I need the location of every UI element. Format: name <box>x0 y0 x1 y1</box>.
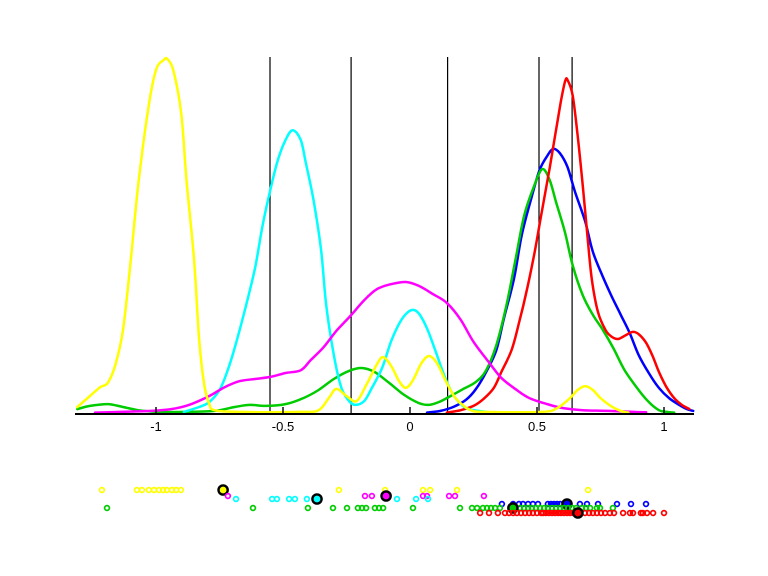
rug-point-magenta-points-7 <box>480 492 488 500</box>
rug-point-red-points-37 <box>643 509 651 517</box>
rug-point-red-points-34 <box>629 509 637 517</box>
kde-curve-yellow-kde <box>76 56 630 414</box>
rug-point-green-points-0 <box>103 504 111 512</box>
x-axis-tick-label-0: -1 <box>150 419 162 434</box>
rug-highlight-cyan-points <box>311 493 323 505</box>
rug-point-yellow-points-6 <box>159 486 167 494</box>
rug-point-green-points-11 <box>409 504 417 512</box>
rug-point-green-points-10 <box>379 504 387 512</box>
rug-point-cyan-points-8 <box>424 495 432 503</box>
rug-point-magenta-points-1 <box>361 492 369 500</box>
kde-curve-cyan-kde <box>182 128 496 414</box>
rug-point-blue-points-16 <box>627 500 635 508</box>
rug-point-red-points-17 <box>551 509 559 517</box>
rug-point-yellow-points-16 <box>584 486 592 494</box>
rug-point-magenta-points-2 <box>368 492 376 500</box>
rug-point-red-points-16 <box>548 509 556 517</box>
rug-point-red-points-31 <box>610 509 618 517</box>
rug-point-green-points-7 <box>362 504 370 512</box>
rug-point-red-points-0 <box>476 509 484 517</box>
rug-point-red-points-14 <box>542 509 550 517</box>
rug-point-red-points-21 <box>563 509 571 517</box>
rug-point-green-points-19 <box>496 504 504 512</box>
rug-point-red-points-1 <box>485 509 493 517</box>
rug-point-red-points-25 <box>585 509 593 517</box>
rug-point-cyan-points-7 <box>412 495 420 503</box>
rug-point-cyan-points-5 <box>303 495 311 503</box>
rug-highlight-magenta-points <box>380 490 392 502</box>
rug-point-green-points-14 <box>473 504 481 512</box>
rug-point-red-points-15 <box>545 509 553 517</box>
rug-point-cyan-points-3 <box>285 495 293 503</box>
rug-point-cyan-points-0 <box>232 495 240 503</box>
rug-point-red-points-2 <box>494 509 502 517</box>
rug-point-green-points-12 <box>456 504 464 512</box>
kde-curve-red-kde <box>445 77 691 414</box>
rug-point-blue-points-15 <box>613 500 621 508</box>
kde-curve-green-kde <box>76 167 676 414</box>
rug-highlight-yellow-points <box>217 484 229 496</box>
rug-point-yellow-points-11 <box>335 486 343 494</box>
kde-curve-magenta-kde <box>93 280 648 414</box>
rug-point-yellow-points-13 <box>419 486 427 494</box>
rug-point-yellow-points-15 <box>453 486 461 494</box>
rug-point-red-points-39 <box>660 509 668 517</box>
x-axis-tick-label-2: 0 <box>406 419 413 434</box>
rug-point-yellow-points-2 <box>138 486 146 494</box>
rug-point-yellow-points-14 <box>426 486 434 494</box>
rug-point-red-points-20 <box>560 509 568 517</box>
rug-highlight-red-points <box>572 507 584 519</box>
rug-point-cyan-points-6 <box>393 495 401 503</box>
rug-point-cyan-points-4 <box>291 495 299 503</box>
x-axis-tick-label-4: 1 <box>660 419 667 434</box>
rug-point-magenta-points-0 <box>224 492 232 500</box>
rug-point-red-points-5 <box>509 509 517 517</box>
rug-point-green-points-4 <box>343 504 351 512</box>
rug-point-cyan-points-2 <box>273 495 281 503</box>
x-axis-tick-label-3: 0.5 <box>528 419 546 434</box>
rug-point-magenta-points-5 <box>445 492 453 500</box>
rug-point-magenta-points-4 <box>423 492 431 500</box>
rug-point-red-points-33 <box>626 509 634 517</box>
rug-point-yellow-points-0 <box>98 486 106 494</box>
rug-point-red-points-38 <box>649 509 657 517</box>
rug-point-green-points-3 <box>329 504 337 512</box>
rug-point-red-points-18 <box>554 509 562 517</box>
rug-point-green-points-2 <box>304 504 312 512</box>
rug-point-red-points-32 <box>619 509 627 517</box>
rug-point-magenta-points-6 <box>451 492 459 500</box>
x-axis-tick-label-1: -0.5 <box>272 419 294 434</box>
rug-point-red-points-9 <box>525 509 533 517</box>
rug-point-yellow-points-10 <box>177 486 185 494</box>
rug-point-red-points-13 <box>539 509 547 517</box>
rug-point-blue-points-17 <box>642 500 650 508</box>
rug-point-green-points-1 <box>249 504 257 512</box>
rug-point-red-points-19 <box>557 509 565 517</box>
